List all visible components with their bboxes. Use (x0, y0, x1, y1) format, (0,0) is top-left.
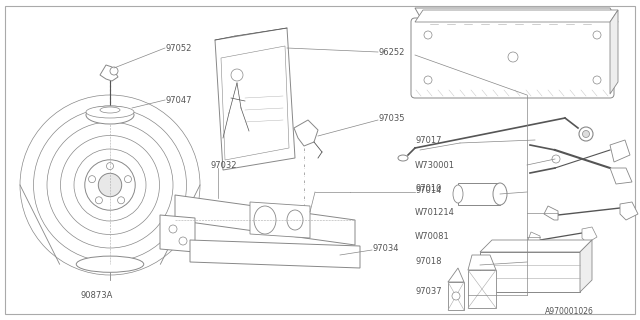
Ellipse shape (100, 107, 120, 113)
Text: 97037: 97037 (415, 287, 442, 297)
Polygon shape (294, 120, 318, 146)
Polygon shape (544, 206, 558, 220)
Circle shape (74, 149, 146, 221)
Circle shape (179, 237, 187, 245)
Text: W701214: W701214 (415, 207, 455, 217)
Polygon shape (190, 240, 360, 268)
Circle shape (88, 176, 95, 183)
Polygon shape (468, 255, 496, 270)
Circle shape (552, 155, 560, 163)
Circle shape (169, 225, 177, 233)
Polygon shape (415, 8, 618, 22)
Text: A970001026: A970001026 (545, 308, 594, 316)
Text: 97035: 97035 (378, 114, 404, 123)
Circle shape (85, 160, 135, 210)
Circle shape (33, 108, 186, 261)
Polygon shape (458, 183, 500, 205)
Text: 97017: 97017 (415, 135, 442, 145)
Text: 97010: 97010 (415, 183, 442, 193)
Circle shape (579, 127, 593, 141)
Polygon shape (610, 140, 630, 162)
Polygon shape (582, 227, 597, 243)
Circle shape (110, 67, 118, 75)
Polygon shape (448, 282, 464, 310)
Ellipse shape (493, 183, 507, 205)
Circle shape (118, 197, 125, 204)
Circle shape (508, 52, 518, 62)
Circle shape (452, 292, 460, 300)
Polygon shape (448, 268, 464, 282)
Circle shape (299, 211, 309, 221)
Text: 97014: 97014 (415, 186, 442, 195)
Text: 90873A: 90873A (80, 291, 113, 300)
Text: 97032: 97032 (210, 161, 237, 170)
Polygon shape (221, 46, 289, 160)
Circle shape (47, 122, 173, 248)
FancyBboxPatch shape (411, 18, 614, 98)
Circle shape (20, 95, 200, 275)
Polygon shape (468, 270, 496, 308)
Circle shape (424, 76, 432, 84)
Text: 97052: 97052 (165, 44, 191, 52)
Circle shape (593, 31, 601, 39)
Polygon shape (160, 215, 195, 252)
Ellipse shape (287, 210, 303, 230)
Text: W730001: W730001 (415, 161, 455, 170)
Ellipse shape (254, 206, 276, 234)
Polygon shape (415, 10, 618, 22)
Text: 97034: 97034 (372, 244, 399, 252)
Polygon shape (175, 195, 355, 245)
Polygon shape (610, 168, 632, 184)
Circle shape (593, 76, 601, 84)
Polygon shape (100, 65, 118, 81)
Polygon shape (480, 240, 592, 252)
Circle shape (424, 31, 432, 39)
Polygon shape (580, 240, 592, 292)
Ellipse shape (86, 106, 134, 124)
Circle shape (124, 176, 131, 183)
Ellipse shape (86, 106, 134, 118)
Polygon shape (480, 252, 580, 292)
Polygon shape (250, 202, 310, 238)
Text: 97047: 97047 (165, 95, 191, 105)
Polygon shape (528, 232, 540, 245)
Text: 96252: 96252 (378, 47, 404, 57)
Circle shape (582, 131, 589, 138)
Circle shape (99, 173, 122, 197)
Polygon shape (620, 202, 638, 220)
Polygon shape (610, 10, 618, 94)
Polygon shape (215, 28, 295, 170)
Circle shape (231, 69, 243, 81)
Ellipse shape (453, 185, 463, 203)
Text: W70081: W70081 (415, 231, 450, 241)
Circle shape (95, 197, 102, 204)
Text: 97018: 97018 (415, 257, 442, 266)
Circle shape (106, 163, 113, 170)
Ellipse shape (76, 256, 144, 272)
Circle shape (61, 135, 159, 235)
Ellipse shape (398, 155, 408, 161)
